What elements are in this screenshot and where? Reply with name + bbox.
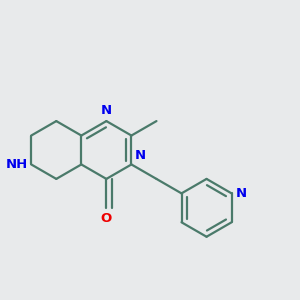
Text: O: O (101, 212, 112, 225)
Text: NH: NH (6, 158, 28, 171)
Text: N: N (101, 104, 112, 117)
Text: N: N (134, 149, 146, 162)
Text: N: N (235, 187, 247, 200)
